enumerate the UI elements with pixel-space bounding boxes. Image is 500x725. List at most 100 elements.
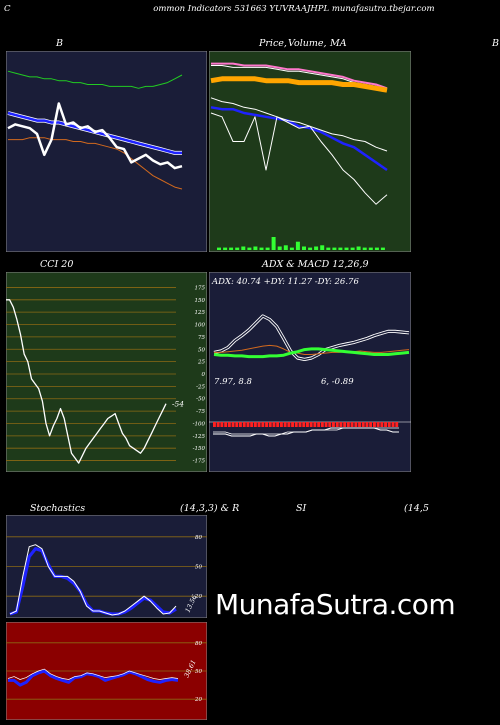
bollinger-upper-line: [7, 70, 183, 89]
ma-pink-line: [211, 62, 388, 90]
cci-tick-label: -100: [193, 421, 206, 427]
price-line: [210, 112, 388, 205]
macd-histogram-bar: [387, 422, 391, 427]
macd-histogram-bar: [380, 422, 384, 427]
macd-label-left: 7.97, 8.8: [214, 377, 252, 387]
volume-bar: [380, 247, 385, 250]
adx-macd-panel: ADX: 40.74 +DY: 11.27 -DY: 26.76 7.97, 8.…: [209, 272, 411, 472]
volume-bar: [332, 247, 337, 250]
macd-histogram-bar: [257, 422, 261, 427]
adx-macd-background: [209, 272, 411, 472]
macd-histogram-bar: [242, 422, 246, 427]
volume-bar: [229, 247, 234, 250]
macd-histogram-bar: [294, 422, 298, 427]
title-bollinger: B: [56, 38, 63, 49]
volume-bar: [338, 247, 343, 250]
macd-histogram-bar: [354, 422, 358, 427]
volume-bar: [283, 245, 288, 250]
header-text: ommon Indicators 531663 YUVRAAJHPL munaf…: [153, 4, 435, 14]
macd-histogram-bar: [291, 422, 294, 427]
volume-bar: [289, 247, 294, 250]
macd-histogram-bar: [268, 422, 272, 427]
volume-bar: [235, 247, 240, 250]
volume-bar: [217, 247, 221, 250]
stoch-tick-label: 80: [195, 535, 202, 541]
volume-bar: [368, 247, 373, 250]
cci-tick-label: -150: [193, 446, 206, 452]
macd-histogram-bar: [358, 422, 361, 427]
volume-bar: [362, 247, 367, 250]
volume-bar: [247, 247, 252, 250]
rsi-tick-label: 20: [194, 697, 202, 703]
macd-histogram-bar: [369, 422, 373, 427]
bollinger-lower-line: [8, 137, 183, 190]
rsi-tick-label: 80: [195, 641, 202, 647]
macd-histogram-bar: [265, 422, 268, 427]
macd-histogram-bar: [239, 422, 242, 427]
macd-histogram-bar: [391, 422, 395, 427]
ma-blue-line: [210, 106, 388, 172]
macd-histogram-bar: [220, 422, 224, 427]
rsi-line: [8, 669, 179, 687]
macd-label-right: 6, -0.89: [321, 377, 354, 387]
title-right-edge: B: [492, 38, 499, 49]
cci-panel: 175 150 125 100 75 50 25 0 -25 -50 -75 -100 -125 -150…: [6, 272, 207, 472]
rsi-tick-label: 50: [195, 669, 202, 675]
macd-histogram-bar: [302, 422, 306, 427]
rsi-signal-line: [7, 668, 179, 680]
macd-histogram-bar: [350, 422, 354, 427]
cci-tick-label: -25: [196, 384, 205, 390]
macd-histogram-bar: [235, 422, 239, 427]
volume-bar: [350, 247, 355, 250]
title-cci: CCI 20: [40, 259, 74, 270]
header-left: C: [4, 4, 11, 14]
volume-bar: [326, 247, 331, 250]
volume-bar: [265, 247, 270, 250]
adx-line: [213, 347, 410, 359]
title-stoch-params: (14,3,3) & R: [180, 503, 240, 514]
macd-histogram-bar: [224, 422, 228, 427]
price-volume-ma-panel: [209, 51, 411, 252]
title-volume: Volume,: [288, 38, 327, 49]
bollinger-price-line: [7, 102, 183, 170]
cci-tick-label: -50: [196, 397, 205, 403]
macd-histogram-bar: [253, 422, 257, 427]
macd-histogram-bar: [276, 422, 280, 427]
macd-histogram-bar: [320, 422, 324, 427]
stoch-k-line: [9, 544, 177, 616]
ma-orange-line: [210, 76, 388, 93]
cci-tick-label: 50: [198, 347, 205, 353]
macd-histogram-bar: [395, 422, 399, 427]
macd-histogram-bar: [317, 422, 321, 427]
macd-histogram-bar: [384, 422, 387, 427]
page-header: C ommon Indicators 531663 YUVRAAJHPL mun…: [4, 4, 435, 14]
cci-tick-label: -75: [196, 409, 205, 415]
volume-bar: [344, 247, 349, 250]
title-stochastics: Stochastics: [30, 503, 86, 514]
macd-histogram-bar: [346, 422, 350, 427]
title-adx-macd: ADX & MACD 12,26,9: [262, 259, 369, 270]
cci-tick-label: 75: [198, 335, 205, 341]
adx-readout: ADX: 40.74 +DY: 11.27 -DY: 26.76: [211, 277, 359, 287]
macd-histogram-bar: [272, 422, 276, 427]
macd-histogram-bar: [227, 422, 231, 427]
volume-bar: [302, 246, 306, 250]
cci-tick-label: 100: [195, 323, 206, 329]
title-rsi-params: (14,5: [404, 503, 429, 514]
title-ma: MA: [330, 38, 347, 49]
macd-histogram-bar: [332, 422, 335, 427]
volume-bar: [356, 246, 361, 250]
stoch-tick-label: 50: [195, 565, 202, 571]
cci-last-value: -54: [172, 400, 184, 409]
macd-histogram-bar: [298, 422, 302, 427]
macd-histogram-bar: [213, 422, 216, 427]
stoch-tick-label: 20: [194, 594, 202, 600]
macd-histogram-bar: [250, 422, 254, 427]
macd-histogram-bar: [343, 422, 347, 427]
macd-histogram-bar: [283, 422, 287, 427]
macd-histogram-bar: [373, 422, 376, 427]
macd-histogram-bar: [335, 422, 339, 427]
macd-histogram-bar: [339, 422, 343, 427]
volume-bar: [259, 247, 264, 250]
